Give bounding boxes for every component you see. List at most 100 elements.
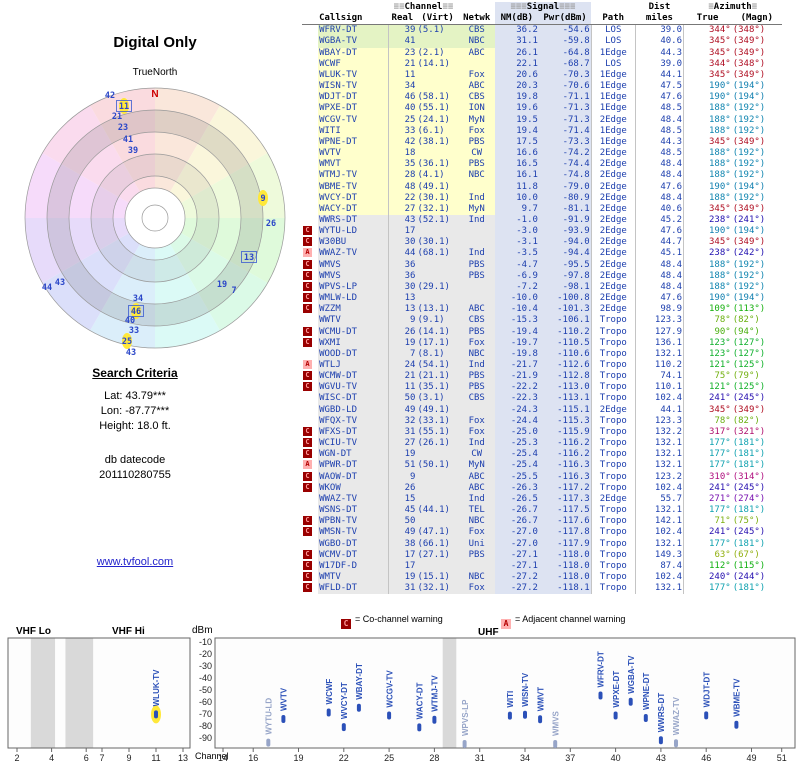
channel-tick-label: 43	[656, 753, 666, 763]
station-label: WVTV	[280, 687, 289, 711]
table-row: C WMSN-TV 49 (47.1) Fox -27.0 -117.8 Tropo 102.4…	[302, 527, 782, 539]
station-label: WITI	[506, 691, 515, 708]
co-channel-warning-marker: C	[303, 471, 312, 481]
station-marker	[598, 691, 603, 700]
channel-tick-label: 51	[777, 753, 787, 763]
table-row: WOOD-DT 7 (8.1) NBC -19.8 -110.6 Tropo 132.1 123…	[318, 348, 766, 360]
dbm-tick-label: -70	[199, 709, 212, 719]
station-label: WMVS	[551, 710, 560, 736]
channel-tick-label: 2	[14, 753, 19, 763]
channel-tick-label: 25	[384, 753, 394, 763]
radar-ring-band	[91, 154, 219, 282]
table-row: WGBO-DT 38 (66.1) Uni -27.0 -117.9 Tropo 132.1 1…	[318, 538, 766, 550]
radar-label-box	[116, 100, 132, 112]
table-row: C WPBN-TV 50 NBC -26.7 -117.6 Tropo 142.1 71° (75…	[302, 516, 782, 528]
col-nm: NM(dB)	[494, 13, 539, 26]
table-row: C WGVU-TV 11 (35.1) PBS -22.2 -113.0 Tropo 110.1…	[302, 382, 782, 394]
north-label: N	[151, 89, 158, 100]
co-channel-warning-marker: C	[303, 449, 312, 459]
channel-tick-label: 7	[99, 753, 104, 763]
station-table: ≡≡Channel≡≡ ≡≡≡Signal≡≡≡ Dist ≡Azimuth≡ …	[302, 2, 782, 595]
station-label: WCWF	[325, 679, 334, 705]
station-marker	[538, 715, 543, 724]
co-channel-warning-marker: C	[303, 527, 312, 537]
vacant-band	[442, 638, 457, 748]
radar-channel-label: 41	[123, 135, 133, 145]
radar-channel-label: 46	[131, 307, 141, 317]
station-label: WPNE-DT	[642, 673, 651, 710]
table-header-row: Callsign Real (Virt) Netwk NM(dB) Pwr(dB…	[302, 13, 782, 26]
co-channel-warning-marker: C	[303, 571, 312, 581]
vhf-lo-label: VHF Lo	[16, 626, 51, 637]
search-criteria-title: Search Criteria	[92, 366, 178, 380]
station-label: WPVS-LP	[461, 699, 470, 736]
station-marker	[387, 711, 392, 720]
station-label: WWAZ-TV	[672, 696, 681, 735]
col-virt: (Virt)	[416, 13, 459, 26]
radar-channel-label: 26	[266, 219, 276, 229]
table-row: WSNS-DT 45 (44.1) TEL -26.7 -117.5 Tropo 132.1 1…	[318, 505, 766, 517]
radar-title: Digital Only	[113, 34, 197, 51]
table-row: WPXE-DT 40 (55.1) ION 19.6 -71.3 1Edge 48.5 188°…	[318, 103, 766, 115]
radar-channel-label: 44	[42, 283, 52, 293]
co-channel-warning-marker: C	[303, 516, 312, 526]
station-label: WTMJ-TV	[431, 675, 440, 712]
station-label: WBAY-DT	[355, 663, 364, 700]
radar-channel-label: 40	[125, 316, 135, 326]
dbm-tick-label: -80	[199, 721, 212, 731]
station-label: WMVT	[536, 687, 545, 712]
table-row: WWTV 9 (9.1) CBS -15.3 -106.1 Tropo 123.3 78° (82…	[318, 315, 760, 327]
table-row: WFQX-TV 32 (33.1) Fox -24.4 -115.3 Tropo 123.3 7…	[318, 415, 760, 427]
table-row: C WMVS 36 PBS -6.9 -97.8 2Edge 48.4 188° (192°)	[302, 270, 782, 282]
table-row: WVTV 18 CW 16.6 -74.2 2Edge 48.5 188° (192°)	[318, 148, 766, 160]
search-lat: Lat: 43.79***	[104, 390, 166, 402]
station-label: WVCY-DT	[340, 682, 349, 719]
radar-sector	[155, 218, 268, 331]
dbm-tick-label: -10	[199, 637, 212, 647]
table-row: WCWF 21 (14.1) 22.1 -68.7 LOS 39.0 344° (348°)	[318, 58, 766, 70]
radar-channel-label: 23	[118, 123, 128, 133]
dist-group-header: Dist	[648, 2, 671, 12]
radar-channel-label: 39	[128, 146, 138, 156]
azimuth-group-header: ≡Azimuth≡	[708, 2, 758, 12]
uhf-label: UHF	[478, 627, 499, 638]
co-channel-warning-marker: C	[303, 281, 312, 291]
channel-tick-label: 37	[565, 753, 575, 763]
table-row: C WXMI 19 (17.1) Fox -19.7 -110.5 Tropo 136.1 123…	[302, 337, 782, 349]
table-row: WLUK-TV 11 Fox 20.6 -70.3 1Edge 44.1 345° (349°)	[318, 69, 766, 82]
table-row: WPNE-DT 42 (38.1) PBS 17.5 -73.3 1Edge 44.3 345°…	[318, 136, 766, 149]
radar-label-box	[241, 251, 257, 263]
table-row: C WCIU-TV 27 (26.1) Ind -25.3 -116.2 Tropo 132.1…	[302, 438, 782, 450]
table-row: C WKOW 26 ABC -26.3 -117.2 Tropo 102.4 241° (245°…	[302, 482, 782, 494]
channel-tick-label: 34	[520, 753, 530, 763]
tvfool-link[interactable]: www.tvfool.com	[96, 556, 174, 568]
co-channel-warning-marker: C	[303, 560, 312, 570]
co-channel-warning-marker: C	[303, 237, 312, 247]
radar-sector	[155, 105, 268, 218]
adjacent-channel-warning-marker: A	[303, 460, 312, 470]
channel-tick-label: 6	[84, 753, 89, 763]
table-row: WCGV-TV 25 (24.1) MyN 19.5 -71.3 2Edge 48.4 188°…	[318, 114, 766, 126]
co-channel-warning-marker: C	[303, 270, 312, 280]
table-row: C WFLD-DT 31 (32.1) Fox -27.2 -118.1 Tropo 132.1…	[302, 583, 782, 595]
radar-sector	[42, 218, 155, 331]
channel-tick-label: 14	[218, 753, 228, 763]
adjacent-channel-legend-text: = Adjacent channel warning	[515, 614, 626, 624]
station-label: WCGV-TV	[385, 670, 394, 708]
table-row: C WPVS-LP 30 (29.1) -7.2 -98.1 2Edge 48.4 188° (1…	[302, 281, 782, 294]
station-marker	[674, 739, 678, 748]
vacant-band	[30, 638, 56, 748]
station-marker	[462, 740, 467, 748]
station-marker	[613, 711, 618, 720]
channel-tick-label: 22	[339, 753, 349, 763]
dbm-tick-label: -60	[199, 697, 212, 707]
co-channel-warning-marker: C	[303, 259, 312, 269]
station-marker	[266, 738, 271, 747]
station-marker	[643, 713, 648, 722]
signal-strength-chart: -10-20-30-40-50-60-70-80-902 4 6 7 9 11 13 14 16…	[7, 637, 796, 763]
search-lon: Lon: -87.77***	[100, 405, 170, 417]
table-row: C W30BU 30 (30.1) -3.1 -94.0 2Edge 44.7 345° (349…	[302, 237, 782, 249]
station-label: WDJT-DT	[702, 672, 711, 708]
co-channel-legend-icon: C	[341, 615, 351, 633]
